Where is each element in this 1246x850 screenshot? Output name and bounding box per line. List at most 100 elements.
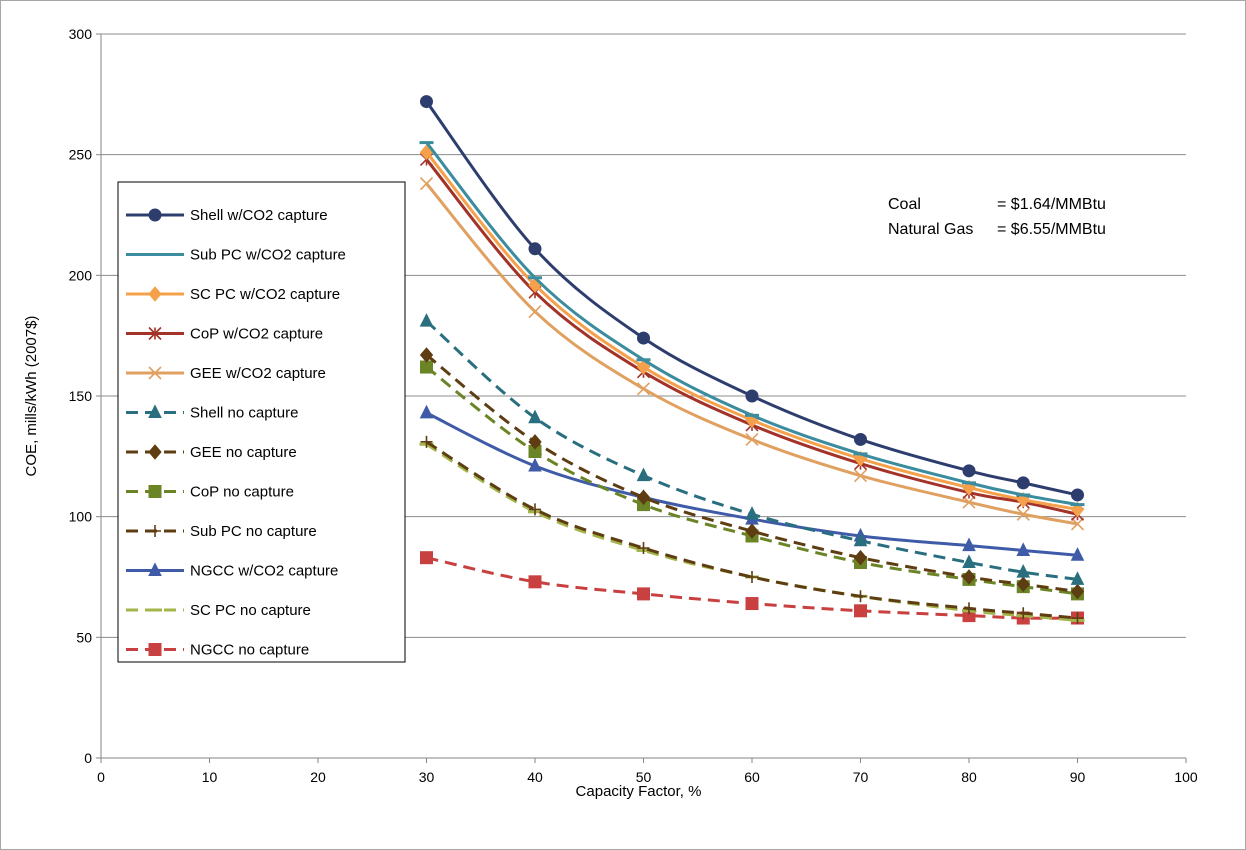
data-point — [745, 506, 759, 520]
legend-label: Shell no capture — [190, 405, 298, 422]
legend-label: Sub PC w/CO2 capture — [190, 247, 346, 264]
legend-label: NGCC no capture — [190, 642, 309, 659]
data-point — [529, 503, 541, 516]
x-tick-label: 70 — [853, 769, 869, 785]
data-point — [853, 532, 868, 547]
data-point — [853, 549, 868, 566]
x-tick-label: 20 — [310, 769, 326, 785]
series-line — [425, 440, 1078, 620]
data-point — [1071, 612, 1084, 625]
x-tick-label: 0 — [97, 769, 105, 785]
series-line — [426, 556, 1078, 620]
x-tick-label: 50 — [636, 769, 652, 785]
data-point — [854, 590, 867, 603]
data-point — [1071, 488, 1084, 502]
data-point — [1070, 583, 1085, 600]
data-point — [419, 177, 434, 191]
data-point — [853, 469, 868, 483]
note-value: = $6.55/MMBtu — [997, 221, 1106, 238]
legend-label: Shell w/CO2 capture — [190, 207, 328, 224]
data-point — [962, 554, 976, 569]
series-3 — [419, 152, 1085, 521]
series-line — [425, 100, 1078, 497]
data-point — [745, 597, 759, 611]
series-6 — [419, 347, 1085, 600]
data-point — [420, 435, 433, 448]
y-tick-label: 250 — [69, 147, 93, 163]
data-point — [854, 604, 867, 618]
legend-item: GEE w/CO2 capture — [126, 365, 326, 382]
y-axis-title: COE, mills/kWh (2007$) — [23, 316, 40, 477]
legend-item: Sub PC no capture — [126, 523, 317, 540]
series-lines — [419, 95, 1085, 625]
data-point — [636, 467, 651, 482]
legend-swatch-marker — [148, 366, 162, 380]
data-point — [528, 409, 542, 424]
x-tick-label: 40 — [527, 769, 543, 785]
y-tick-label: 100 — [69, 509, 93, 525]
data-point — [962, 537, 976, 552]
legend-item: Sub PC w/CO2 capture — [126, 247, 346, 264]
data-point — [637, 331, 650, 345]
data-point — [745, 389, 759, 403]
data-point — [1016, 542, 1031, 556]
data-point — [420, 95, 433, 109]
data-point — [420, 360, 433, 374]
data-point — [962, 495, 976, 509]
x-tick-label: 90 — [1070, 769, 1086, 785]
legend-swatch-marker — [148, 444, 162, 460]
series-5 — [419, 313, 1085, 585]
data-point — [1016, 476, 1030, 490]
data-point — [1070, 571, 1085, 585]
data-point — [528, 242, 542, 256]
legend: Shell w/CO2 capture Sub PC w/CO2 capture S… — [117, 181, 406, 663]
data-point — [419, 404, 434, 419]
legend-swatch-marker — [148, 404, 162, 418]
legend-swatch-marker — [148, 485, 162, 498]
fuel-price-note: Coal = $1.64/MMBtu Natural Gas = $6.55/MMBt… — [888, 196, 1106, 238]
axes: 0 50 100 150 200 250 300 0 10 20 30 40 50 60 70 80 90 100… — [23, 26, 1198, 800]
data-point — [419, 347, 434, 363]
data-point — [1016, 576, 1030, 593]
legend-swatch-marker — [148, 562, 162, 576]
data-point — [962, 464, 976, 478]
data-point — [528, 457, 542, 472]
legend-swatch-marker — [148, 208, 162, 222]
y-tick-label: 50 — [76, 629, 92, 645]
data-point — [1016, 564, 1031, 578]
legend-label: SC PC w/CO2 capture — [190, 286, 340, 303]
data-point — [528, 434, 542, 450]
data-point — [854, 432, 867, 446]
note-value: = $1.64/MMBtu — [997, 196, 1106, 213]
data-point — [636, 489, 651, 506]
legend-item: SC PC w/CO2 capture — [126, 286, 340, 303]
legend-label: Sub PC no capture — [190, 523, 317, 540]
series-line — [425, 442, 1078, 622]
data-point — [419, 313, 434, 327]
legend-swatch-marker — [148, 286, 162, 302]
legend-item: CoP w/CO2 capture — [126, 326, 323, 343]
series-line — [425, 151, 1078, 511]
y-tick-label: 150 — [69, 388, 93, 404]
legend-label: NGCC w/CO2 capture — [190, 563, 338, 580]
data-point — [636, 359, 651, 375]
series-0 — [420, 95, 1084, 502]
data-point — [528, 304, 542, 319]
legend-label: GEE w/CO2 capture — [190, 365, 326, 382]
data-point — [745, 523, 759, 539]
legend-label: SC PC no capture — [190, 602, 311, 619]
x-tick-label: 60 — [744, 769, 760, 785]
x-tick-label: 30 — [419, 769, 435, 785]
x-axis-title: Capacity Factor, % — [576, 783, 702, 800]
y-tick-label: 0 — [84, 750, 92, 766]
data-point — [745, 432, 759, 447]
y-tick-label: 300 — [69, 26, 93, 42]
legend-item: Shell w/CO2 capture — [126, 207, 328, 224]
x-tick-label: 100 — [1174, 769, 1198, 785]
legend-box — [117, 181, 406, 663]
series-line — [425, 141, 1078, 507]
note-label: Natural Gas — [888, 221, 973, 238]
data-point — [420, 551, 433, 565]
series-8 — [420, 435, 1084, 625]
